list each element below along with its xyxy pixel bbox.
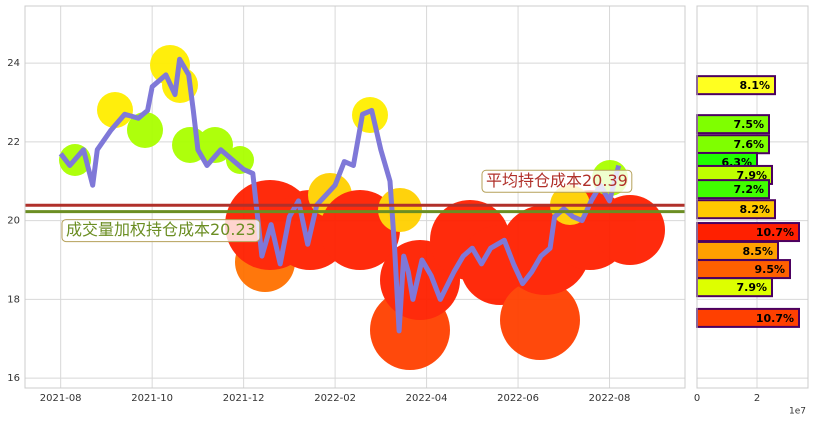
x-tick-label: 0 (694, 393, 700, 404)
plot-frame (24, 5, 686, 389)
y-tick-label: 18 (7, 294, 20, 305)
x-tick-label: 2022-02 (314, 393, 356, 404)
price-line (58, 56, 622, 334)
bar-label: 7.5% (733, 118, 764, 131)
y-tick-label: 24 (7, 58, 20, 69)
bar-label: 9.5% (754, 263, 785, 276)
annotation-box (61, 219, 261, 243)
x-tick-label: 2022-08 (589, 393, 631, 404)
bar-label: 7.2% (733, 183, 764, 196)
x-tick-label: 2022-06 (497, 393, 539, 404)
bar-label: 8.5% (742, 245, 773, 258)
x-tick-label: 2021-08 (40, 393, 82, 404)
x-offset-label: 1e7 (789, 407, 806, 417)
side-plot-frame (696, 5, 809, 389)
x-tick-label: 2 (754, 393, 760, 404)
bar-label: 8.1% (739, 79, 770, 92)
annotation: 成交量加权持仓成本20.23 (66, 220, 256, 239)
annotation: 平均持仓成本20.39 (486, 171, 628, 190)
bar-label: 7.6% (733, 138, 764, 151)
x-tick-label: 2021-12 (223, 393, 265, 404)
annotation-box (481, 169, 633, 193)
x-tick-label: 2021-10 (131, 393, 173, 404)
y-tick-label: 20 (7, 216, 20, 227)
bar-label: 8.2% (739, 203, 770, 216)
y-tick-label: 22 (7, 137, 20, 148)
bar-label: 10.7% (756, 226, 794, 239)
bar-label: 7.9% (736, 281, 767, 294)
bar-label: 7.9% (736, 169, 767, 182)
y-tick-label: 16 (7, 373, 20, 384)
x-tick-label: 2022-04 (406, 393, 448, 404)
bar-label: 10.7% (756, 312, 794, 325)
